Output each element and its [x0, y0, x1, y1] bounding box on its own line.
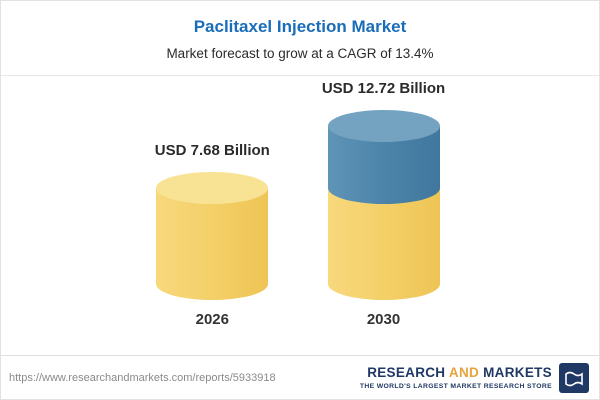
- footer-bar: https://www.researchandmarkets.com/repor…: [1, 355, 599, 399]
- logo-text-block: RESEARCH AND MARKETS THE WORLD'S LARGEST…: [360, 365, 552, 390]
- x-axis-label-2030: 2030: [366, 311, 401, 328]
- chart-header: Paclitaxel Injection Market Market forec…: [1, 1, 599, 76]
- value-label-2030: USD 12.72 Billion: [321, 80, 446, 97]
- value-label-2026: USD 7.68 Billion: [154, 142, 270, 159]
- cylinder-bar-2030: [327, 110, 440, 300]
- bar-segment-base: [327, 188, 440, 300]
- logo-tagline: THE WORLD'S LARGEST MARKET RESEARCH STOR…: [359, 383, 552, 390]
- bar-chart: USD 7.68 Billion 2026 USD 12.72 Billion …: [1, 76, 599, 348]
- chart-title: Paclitaxel Injection Market: [193, 17, 407, 36]
- logo-word-research: RESEARCH: [367, 365, 446, 380]
- research-and-markets-logo-icon: [559, 362, 589, 393]
- chart-subtitle: Market forecast to grow at a CAGR of 13.…: [166, 46, 434, 61]
- report-url-link[interactable]: https://www.researchandmarkets.com/repor…: [9, 371, 276, 384]
- bar-group-2030: USD 12.72 Billion 2030: [322, 80, 445, 328]
- x-axis-label-2026: 2026: [195, 311, 229, 328]
- cylinder-top-cap: [156, 172, 269, 204]
- logo-word-and: AND: [448, 365, 480, 380]
- bar-segment-base: [156, 188, 269, 300]
- logo-wordmark: RESEARCH AND MARKETS: [367, 365, 552, 380]
- logo-word-markets: MARKETS: [483, 365, 552, 380]
- research-and-markets-logo: RESEARCH AND MARKETS THE WORLD'S LARGEST…: [360, 362, 589, 393]
- bar-group-2026: USD 7.68 Billion 2026: [155, 142, 270, 328]
- cylinder-bar-2026: [156, 172, 269, 300]
- cylinder-top-cap: [327, 110, 440, 142]
